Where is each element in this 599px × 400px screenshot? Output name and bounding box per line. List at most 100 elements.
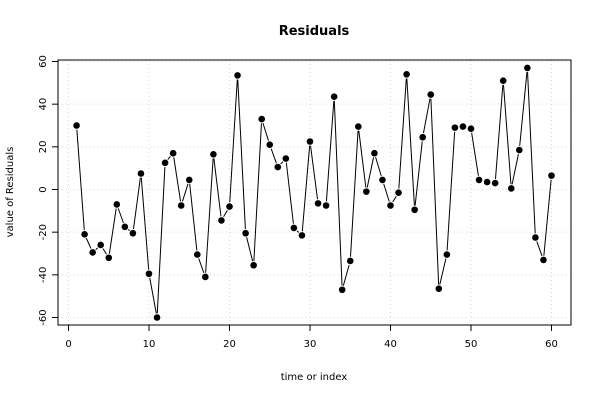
series-segment: [246, 237, 254, 262]
data-point: [524, 64, 531, 72]
data-point: [169, 149, 177, 157]
data-point: [73, 122, 80, 129]
series-segment: [446, 131, 456, 251]
series-segment: [511, 154, 519, 185]
data-point: [346, 257, 354, 265]
data-point: [548, 172, 555, 179]
series-segment: [494, 84, 504, 179]
data-point: [395, 189, 402, 196]
data-point: [161, 159, 169, 167]
data-point: [451, 124, 459, 131]
data-point: [81, 231, 88, 238]
series-segment: [213, 158, 222, 217]
series-segment: [285, 162, 294, 224]
data-point: [507, 185, 515, 192]
series-segment: [156, 167, 166, 314]
series-segment: [392, 195, 397, 203]
series-segment: [375, 157, 382, 177]
series-segment: [181, 183, 189, 202]
series-segment: [503, 84, 512, 185]
data-point: [153, 314, 161, 321]
data-point: [483, 178, 491, 186]
data-point: [298, 232, 306, 239]
data-point: [306, 138, 314, 145]
series-segment: [149, 277, 157, 314]
y-axis-label: value of Residuals: [5, 147, 16, 238]
series-segment: [296, 230, 300, 233]
data-point: [467, 125, 475, 132]
data-point: [105, 254, 113, 262]
data-point: [266, 141, 274, 148]
data-point: [121, 223, 129, 231]
series-segment: [439, 258, 447, 285]
y-tick-label: -20: [38, 224, 49, 240]
series-segment: [205, 158, 214, 273]
series-segment: [383, 183, 390, 202]
data-point: [258, 115, 266, 123]
data-point: [379, 176, 386, 184]
data-point: [274, 163, 282, 171]
series-segment: [301, 145, 311, 232]
series-segment: [342, 264, 350, 286]
data-point: [411, 206, 418, 214]
data-point: [314, 200, 322, 207]
series-segment: [536, 241, 543, 257]
x-axis-label: time or index: [281, 372, 348, 383]
series-segment: [350, 130, 359, 257]
series-segment: [471, 132, 479, 176]
data-point: [443, 251, 451, 258]
chart-title: Residuals: [279, 24, 350, 39]
series-segment: [414, 141, 423, 206]
y-tick-label: 0: [38, 186, 49, 192]
series-segment: [366, 157, 375, 188]
data-point: [137, 170, 145, 177]
data-point: [322, 202, 330, 209]
data-point: [234, 72, 241, 79]
data-point: [330, 93, 338, 100]
data-point: [145, 270, 153, 278]
grid-lines: [58, 60, 571, 325]
data-point: [499, 77, 507, 84]
series-segment: [280, 161, 284, 165]
y-tick-label: -40: [38, 267, 49, 283]
series-segment: [85, 237, 92, 249]
x-tick-label: 20: [223, 339, 236, 350]
series-segment: [140, 177, 150, 270]
data-point: [89, 249, 96, 256]
data-point: [475, 176, 483, 184]
data-point: [363, 188, 370, 195]
series-segment: [198, 258, 205, 274]
data-point: [290, 224, 298, 232]
data-point: [185, 176, 193, 184]
data-point: [177, 202, 185, 209]
y-tick-label: -60: [38, 309, 49, 325]
data-point: [282, 155, 290, 162]
data-point: [338, 286, 346, 294]
series-segment: [173, 157, 182, 202]
series-residuals: [73, 64, 555, 321]
x-tick-label: 60: [545, 339, 558, 350]
series-segment: [102, 248, 107, 255]
data-point: [226, 203, 233, 210]
y-tick-label: 20: [38, 140, 49, 153]
y-axis: -60 -40 -20 0 20 40 60: [38, 55, 58, 326]
series-segment: [223, 209, 228, 218]
y-tick-label: 40: [38, 98, 49, 111]
data-point: [435, 285, 443, 293]
data-point: [419, 133, 427, 141]
series-segment: [189, 184, 198, 251]
series-segment: [95, 247, 98, 250]
data-point: [427, 91, 435, 98]
series-segment: [262, 122, 269, 141]
series-segment: [253, 123, 262, 262]
data-point: [218, 217, 225, 224]
data-point: [532, 234, 539, 241]
series-segment: [117, 208, 124, 224]
data-point: [459, 123, 467, 130]
data-point: [516, 146, 523, 154]
series-segment: [333, 100, 343, 286]
series-segment: [237, 79, 246, 230]
series-segment: [358, 130, 367, 188]
series-segment: [430, 98, 440, 285]
data-point: [113, 201, 121, 208]
